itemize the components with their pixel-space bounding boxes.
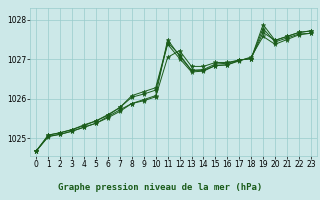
Text: Graphe pression niveau de la mer (hPa): Graphe pression niveau de la mer (hPa) bbox=[58, 184, 262, 192]
